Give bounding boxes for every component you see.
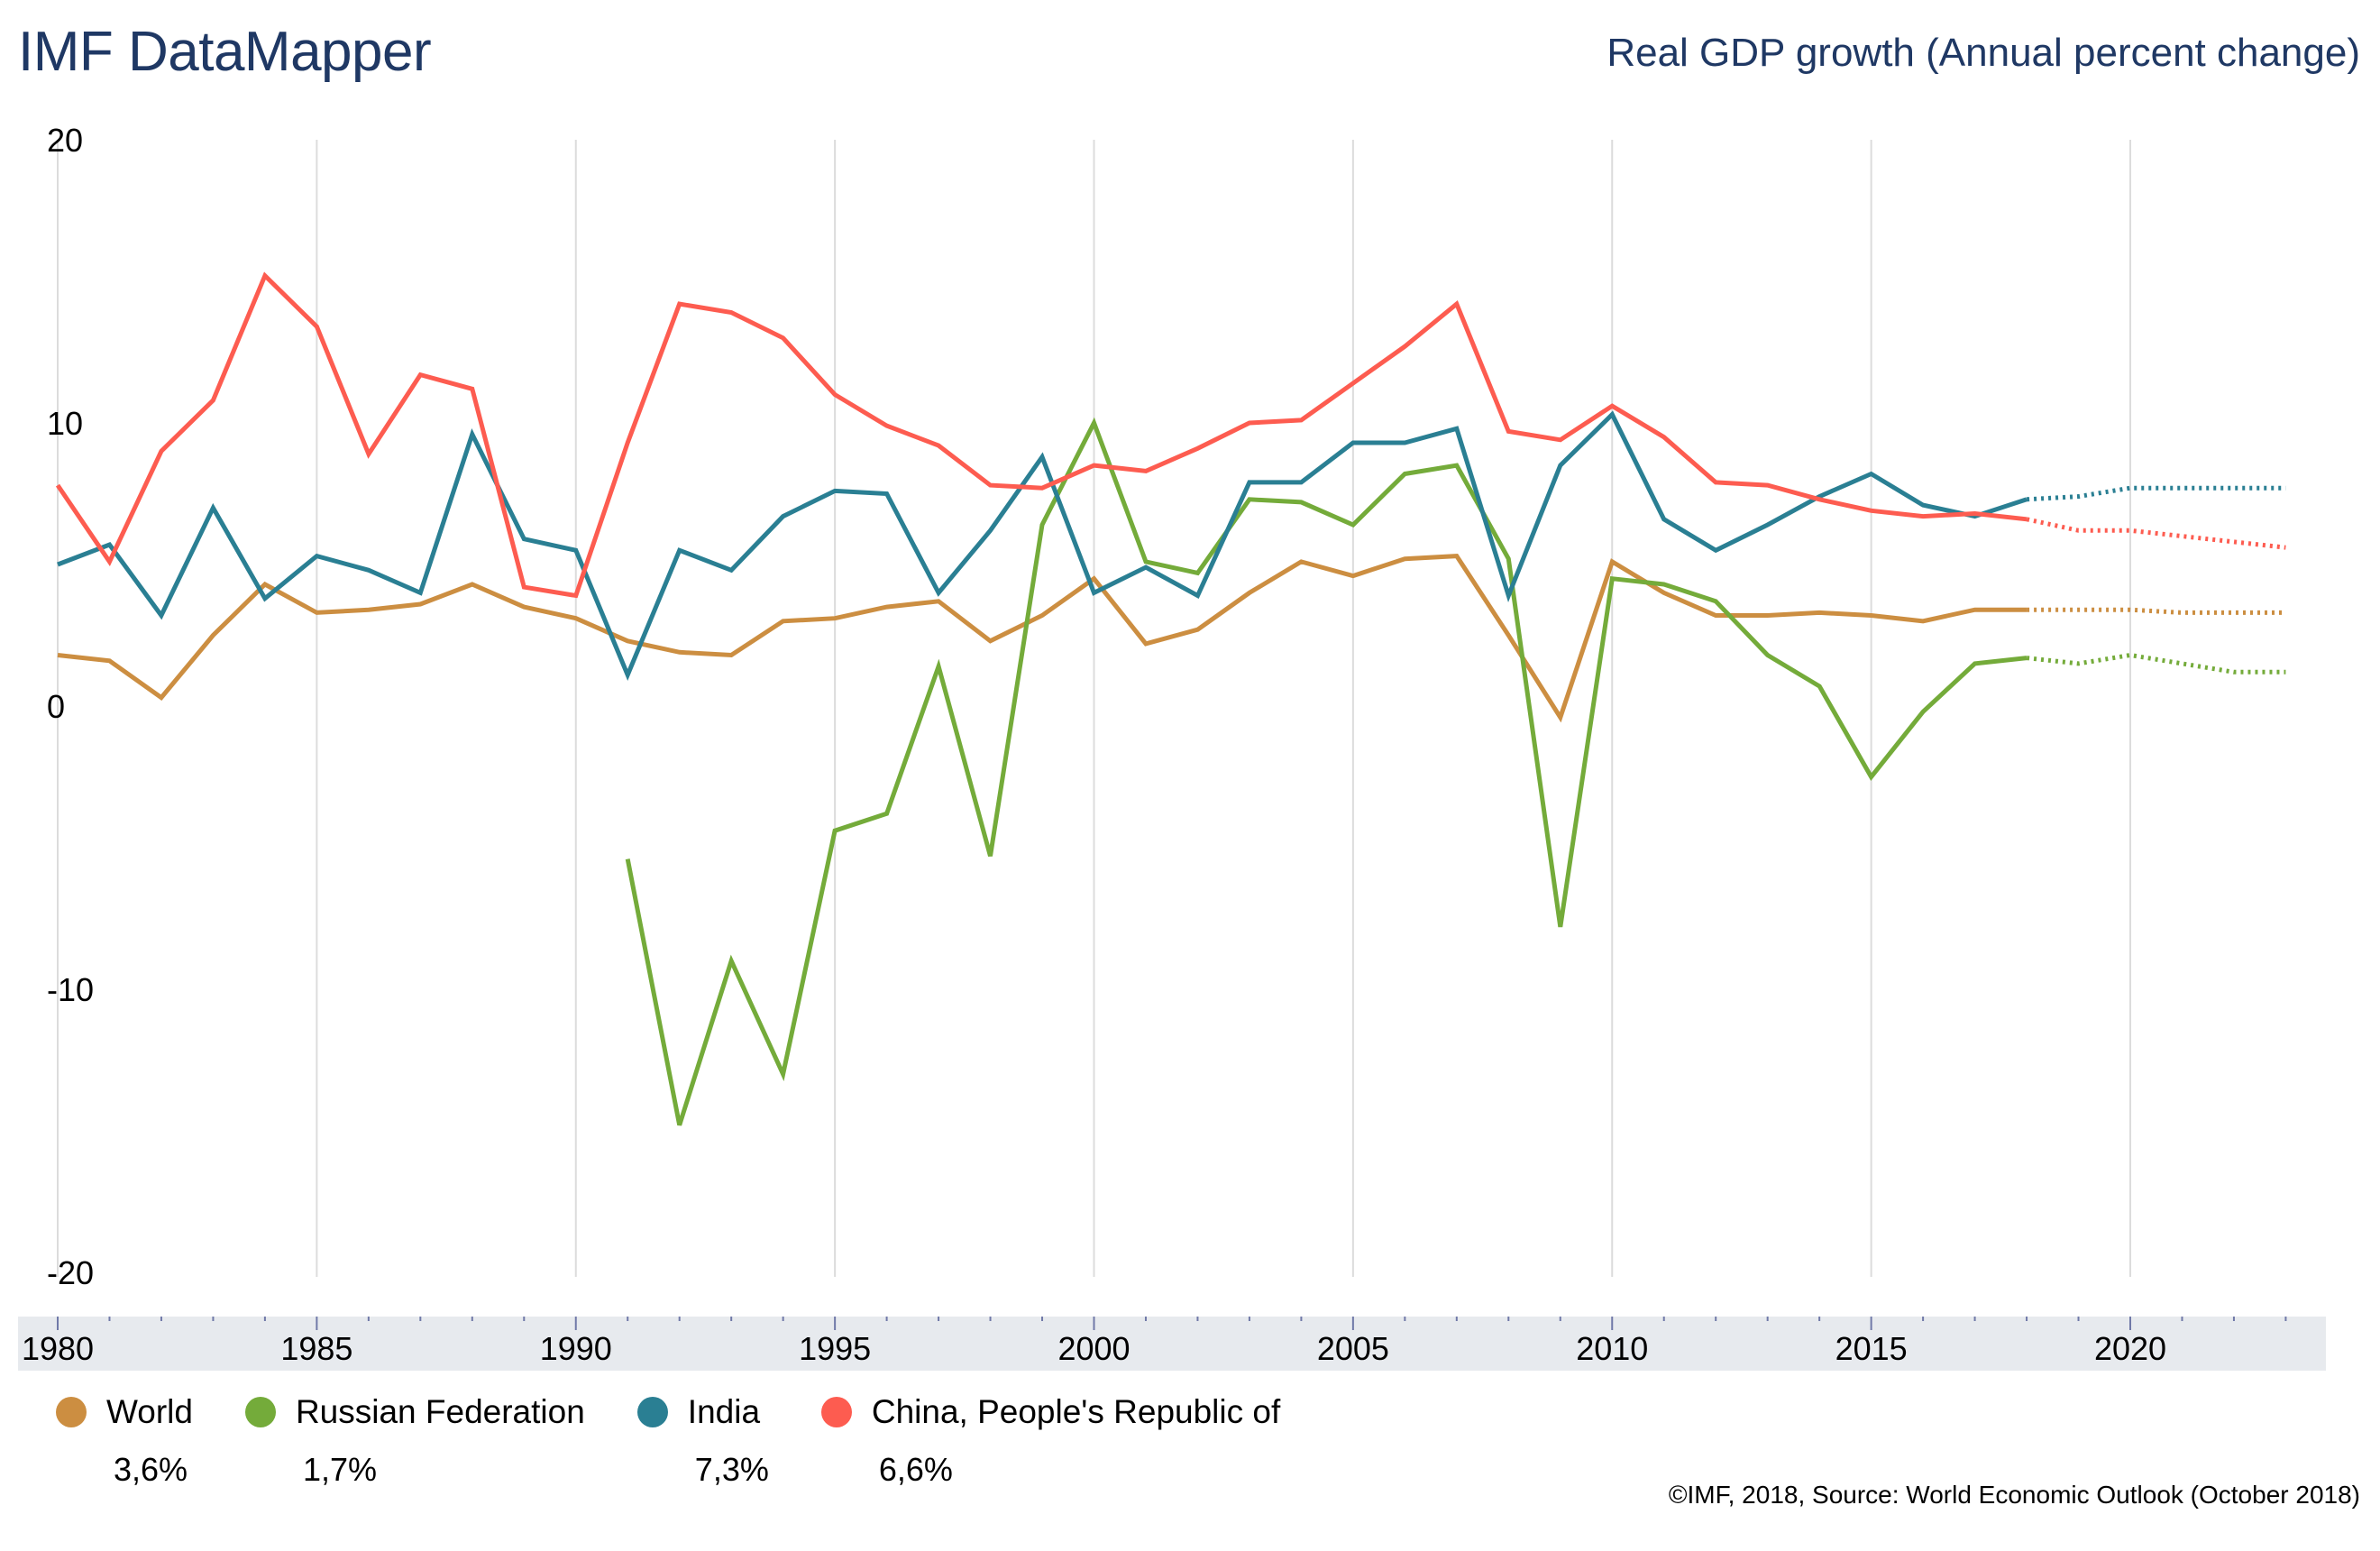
- grid-lines: [57, 140, 2131, 1277]
- y-tick-label: -10: [47, 971, 94, 1008]
- series-line-1[interactable]: [625, 417, 2028, 1126]
- series-line-0[interactable]: [57, 554, 2028, 723]
- series-line-3[interactable]: [55, 271, 2028, 599]
- legend-label: China, People's Republic of: [871, 1393, 1281, 1430]
- legend-label: World: [106, 1393, 193, 1430]
- series-line-2[interactable]: [57, 410, 2028, 682]
- legend-value: 7,3%: [694, 1451, 769, 1488]
- y-tick-label: 20: [47, 122, 83, 159]
- x-tick-label: 1980: [22, 1330, 94, 1367]
- y-tick-label: 10: [47, 405, 83, 442]
- x-tick-label: 2015: [1835, 1330, 1908, 1367]
- legend-value: 1,7%: [302, 1451, 378, 1488]
- legend-dot-icon: [56, 1397, 87, 1427]
- series-projection-2[interactable]: [2026, 485, 2286, 502]
- x-tick-label: 2020: [2094, 1330, 2166, 1367]
- legend-item-china[interactable]: China, People's Republic of 6,6%: [820, 1393, 1281, 1489]
- legend: World 3,6% Russian Federation 1,7% India…: [56, 1393, 1332, 1489]
- legend-item-world[interactable]: World 3,6%: [56, 1393, 193, 1489]
- legend-value: 3,6%: [114, 1451, 188, 1488]
- copyright-source: ©IMF, 2018, Source: World Economic Outlo…: [1668, 1481, 2360, 1509]
- legend-dot-icon: [636, 1397, 668, 1427]
- legend-label: Russian Federation: [295, 1393, 585, 1430]
- y-tick-label: 0: [47, 688, 65, 725]
- y-tick-label: -20: [47, 1254, 94, 1291]
- x-tick-label: 1985: [280, 1330, 352, 1367]
- x-tick-label: 1995: [799, 1330, 871, 1367]
- legend-dot-icon: [244, 1397, 276, 1427]
- series-projection-1[interactable]: [2026, 652, 2286, 675]
- x-tick-label: 2010: [1576, 1330, 1648, 1367]
- y-axis: 20 10 0 -10 -20: [47, 122, 94, 1291]
- series-projection-0[interactable]: [2027, 607, 2286, 615]
- legend-label: India: [687, 1393, 761, 1430]
- legend-item-russia[interactable]: Russian Federation 1,7%: [244, 1393, 585, 1489]
- x-axis: 1980 1985 1990 1995 2000 2005 2010 2015 2020: [22, 1317, 2287, 1367]
- x-tick-label: 2000: [1057, 1330, 1130, 1367]
- x-axis-band[interactable]: [18, 1317, 2326, 1371]
- series-projection-3[interactable]: [2026, 517, 2286, 550]
- legend-dot-icon: [820, 1397, 852, 1427]
- legend-value: 6,6%: [878, 1451, 953, 1488]
- brand-title: IMF DataMapper: [18, 21, 432, 83]
- legend-item-india[interactable]: India 7,3%: [636, 1393, 769, 1489]
- line-chart: 1980 1985 1990 1995 2000 2005 2010 2015 2020 201…: [18, 122, 2326, 1371]
- indicator-title: Real GDP growth (Annual percent change): [1606, 31, 2360, 75]
- x-tick-label: 2005: [1317, 1330, 1389, 1367]
- x-tick-label: 1990: [540, 1330, 612, 1367]
- series-lines: [55, 271, 2286, 1126]
